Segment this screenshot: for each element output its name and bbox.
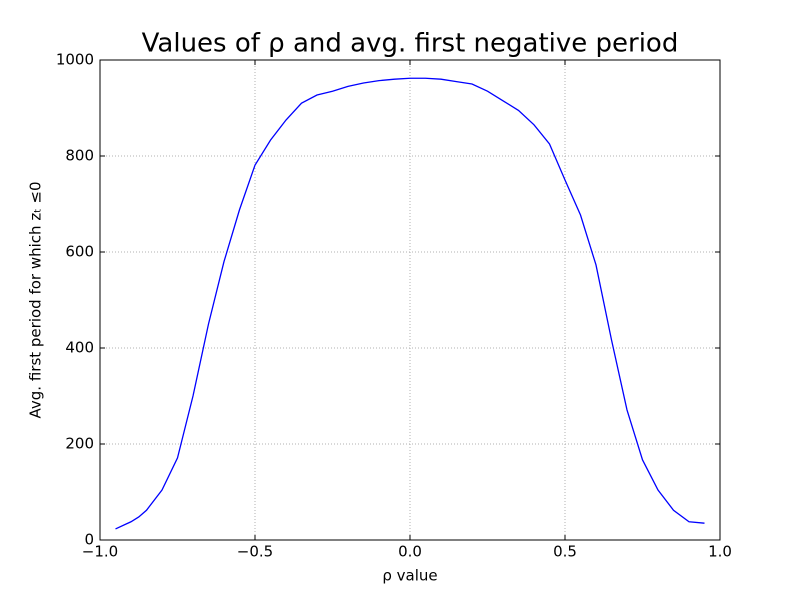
- chart-title: Values of ρ and avg. first negative peri…: [142, 29, 679, 59]
- data-line: [115, 77, 705, 530]
- x-axis-label: ρ value: [382, 567, 437, 585]
- y-tick-label: 400: [65, 339, 94, 357]
- y-tick-label: 200: [65, 435, 94, 453]
- x-tick-label: −1.0: [82, 543, 118, 561]
- x-tick-label: 0.5: [553, 543, 577, 561]
- x-tick-label: 1.0: [708, 543, 732, 561]
- y-axis-label: Avg. first period for which zₜ ≤0: [27, 182, 45, 419]
- x-tick-label: 0.0: [398, 543, 422, 561]
- y-tick-label: 600: [65, 243, 94, 261]
- y-tick-label: 1000: [56, 51, 94, 69]
- y-tick-label: 0: [84, 531, 94, 549]
- y-tick-label: 800: [65, 147, 94, 165]
- plot-frame: [99, 59, 721, 541]
- x-tick-label: −0.5: [237, 543, 273, 561]
